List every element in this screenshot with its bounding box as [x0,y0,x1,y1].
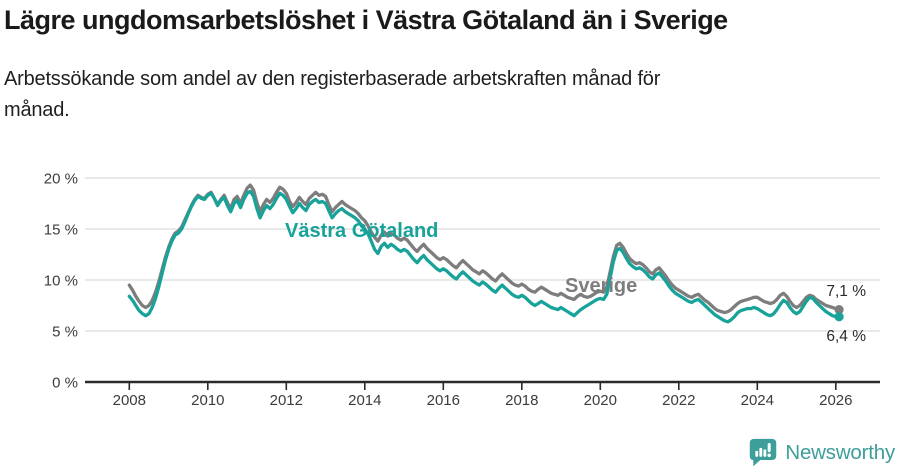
x-axis-tick-label: 2008 [113,392,146,409]
x-axis-tick-label: 2024 [741,392,774,409]
x-axis-tick-label: 2018 [505,392,538,409]
series-line-vastra-gotaland [127,189,841,324]
newsworthy-wordmark: Newsworthy [785,441,895,464]
series-label-sverige: Sverige [565,275,637,297]
series-label-vastra-gotaland: Västra Götaland [285,220,438,242]
y-axis-tick-label: 0 % [52,375,78,392]
x-axis-tick-label: 2022 [662,392,695,409]
y-axis-tick-label: 15 % [44,222,78,239]
x-axis-tick-label: 2014 [348,392,381,409]
x-axis-tick-label: 2010 [191,392,224,409]
chart-title: Lägre ungdomsarbetslöshet i Västra Götal… [4,5,728,35]
end-value-label-vastra-gotaland: 6,4 % [826,328,866,345]
series-end-dot-sverige [834,304,844,315]
x-axis-tick-label: 2016 [427,392,460,409]
y-axis-tick-label: 20 % [44,171,78,188]
y-axis-tick-label: 10 % [44,273,78,290]
chart-subtitle: Arbetssökande som andel av den registerb… [4,64,864,126]
newsworthy-brand-link[interactable]: Newsworthy [748,437,895,469]
chart-subtitle-line-1: Arbetssökande som andel av den registerb… [4,68,661,90]
chart-subtitle-line-2: månad. [4,99,70,121]
y-axis-tick-label: 5 % [52,324,78,341]
x-axis-tick-label: 2012 [270,392,303,409]
series-line-sverige [127,183,841,315]
series-end-dot-vastra-gotaland [834,312,844,322]
x-axis-tick-label: 2026 [819,392,852,409]
end-value-label-sverige: 7,1 % [826,283,866,300]
newsworthy-logo-icon [750,438,777,467]
x-axis-tick-label: 2020 [584,392,617,409]
